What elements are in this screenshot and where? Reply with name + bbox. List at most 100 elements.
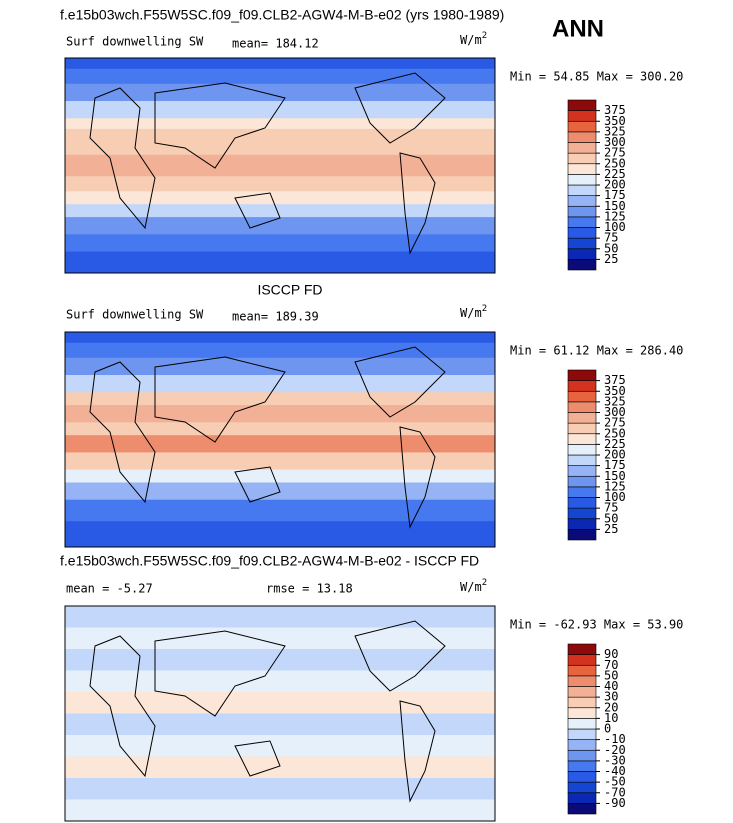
min-max-label: Min = 54.85 Max = 300.20 (510, 70, 683, 84)
units-base: W/m (460, 33, 482, 47)
map-band (65, 692, 495, 714)
map-band (65, 128, 495, 156)
colorbar-label: -50 (604, 775, 626, 789)
colorbar-label: 375 (604, 373, 626, 387)
map-band (65, 799, 495, 822)
units-sup: 2 (482, 31, 487, 41)
map-band (65, 234, 495, 252)
colorbar-box (567, 433, 597, 445)
colorbar-label: 225 (604, 167, 626, 181)
colorbar-label: 150 (604, 469, 626, 483)
coastline (399, 700, 436, 803)
colorbar-label: 75 (604, 501, 618, 515)
colorbar-label: 50 (604, 668, 618, 682)
map-frame (64, 331, 496, 548)
coastlines (89, 346, 446, 529)
stat-label: mean= 189.39 (232, 310, 319, 324)
colorbar-label: 375 (604, 103, 626, 117)
colorbar-box (567, 120, 597, 133)
map-band (65, 713, 495, 736)
map-band (65, 778, 495, 800)
colorbar-label: 175 (604, 188, 626, 202)
map-band (65, 176, 495, 192)
colorbar-label: 30 (604, 690, 618, 704)
map-band (65, 452, 495, 471)
colorbar-label: 175 (604, 458, 626, 472)
coastline (354, 346, 446, 418)
colorbar-box (567, 454, 597, 466)
colorbar-label: 125 (604, 209, 626, 223)
colorbar-box (567, 163, 597, 175)
colorbar-box (567, 749, 597, 762)
colorbar-box (567, 248, 597, 260)
map-band (65, 392, 495, 406)
colorbar-label: 100 (604, 220, 626, 234)
min-max-label: Min = -62.93 Max = 53.90 (510, 618, 683, 632)
map-band (65, 735, 495, 757)
colorbar-box (567, 422, 597, 435)
colorbar-box (567, 412, 597, 424)
colorbar-label: 125 (604, 479, 626, 493)
colorbar-box (567, 707, 597, 719)
colorbar-label: 300 (604, 135, 626, 149)
coastline (399, 152, 436, 255)
map-band (65, 670, 495, 693)
colorbar-label: 0 (604, 722, 611, 736)
colorbar-label: 75 (604, 231, 618, 245)
colorbar-box (567, 390, 597, 403)
colorbar-label: 10 (604, 711, 618, 725)
colorbar-box (567, 486, 597, 498)
map-band (65, 627, 495, 650)
map-frame (64, 605, 496, 822)
colorbar-box (567, 728, 597, 740)
colorbar-label: -70 (604, 785, 626, 799)
map-band (65, 68, 495, 85)
map-frame (64, 57, 496, 274)
coastline (234, 466, 281, 503)
colorbar-box (567, 718, 597, 730)
colorbar-box (567, 227, 597, 239)
colorbar-box (567, 654, 597, 666)
coastline (354, 72, 446, 144)
colorbar-box (567, 216, 597, 228)
map-band (65, 58, 495, 70)
colorbar-box (567, 696, 597, 709)
map-band (65, 649, 495, 671)
coastline (89, 361, 156, 504)
stat-label: mean= 184.12 (232, 37, 319, 51)
colorbar-label: -10 (604, 732, 626, 746)
colorbar-box (567, 401, 597, 413)
coastline (354, 620, 446, 692)
colorbar-box (567, 529, 597, 541)
colorbar-label: 200 (604, 448, 626, 462)
colorbar-label: 325 (604, 124, 626, 138)
colorbar-label: 70 (604, 658, 618, 672)
map-band (65, 332, 495, 344)
map-band (65, 521, 495, 548)
colorbar-label: 325 (604, 394, 626, 408)
colorbar-box (567, 142, 597, 154)
colorbar-label: 20 (604, 700, 618, 714)
coastline (234, 740, 281, 777)
colorbar-box (567, 205, 597, 218)
colorbar-box (567, 497, 597, 509)
colorbar-box (567, 152, 597, 165)
map-band (65, 606, 495, 628)
map-band (65, 342, 495, 359)
colorbar-label: -30 (604, 753, 626, 767)
colorbar-box (567, 664, 597, 677)
colorbar-label: 275 (604, 416, 626, 430)
map-band (65, 357, 495, 376)
coastlines (89, 72, 446, 255)
colorbar-label: 250 (604, 156, 626, 170)
colorbar-box (567, 99, 597, 111)
map-band (65, 435, 495, 453)
map-band (65, 217, 495, 235)
variable-label: Surf downwelling SW (66, 35, 204, 49)
colorbar-label: 50 (604, 241, 618, 255)
coastline (89, 87, 156, 230)
colorbar-box (567, 803, 597, 815)
colorbar-label: 200 (604, 178, 626, 192)
colorbar-box (567, 771, 597, 783)
colorbar-label: 90 (604, 647, 618, 661)
